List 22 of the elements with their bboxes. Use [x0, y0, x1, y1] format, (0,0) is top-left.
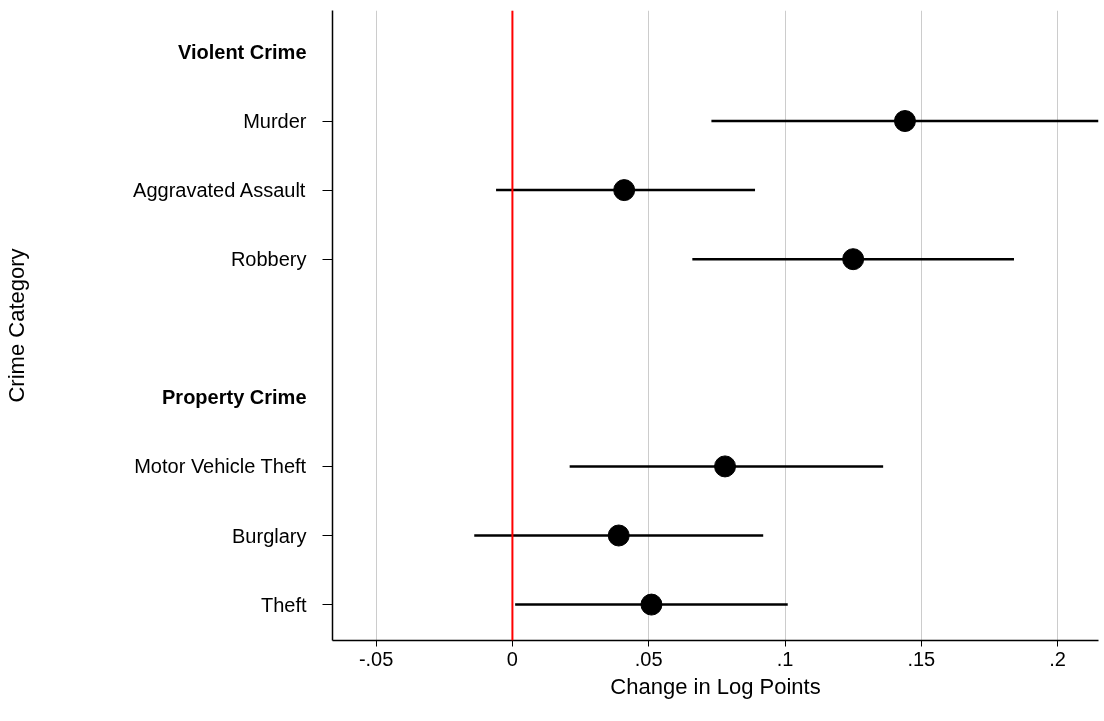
x-tick-label: .05 — [634, 647, 663, 670]
x-tick-label: .1 — [776, 647, 794, 670]
x-tick-label: .15 — [907, 647, 936, 670]
y-axis-title: Crime Category — [3, 248, 29, 403]
point — [893, 110, 916, 133]
y-tick-label: Motor Vehicle Theft — [134, 455, 307, 478]
y-tick-label: Robbery — [230, 248, 307, 271]
x-tick-label: 0 — [506, 647, 518, 670]
y-tick-label: Aggravated Assault — [133, 179, 306, 202]
point — [640, 593, 663, 616]
y-tick-label: Violent Crime — [177, 40, 307, 63]
y-tick-label: Murder — [243, 110, 307, 133]
point — [607, 524, 630, 547]
x-tick-label: .2 — [1049, 647, 1066, 670]
x-tick-label: -.05 — [358, 647, 394, 670]
point — [714, 455, 737, 478]
point — [613, 179, 636, 202]
y-tick-label: Theft — [260, 593, 307, 616]
x-axis-title: Change in Log Points — [610, 673, 821, 699]
point — [842, 248, 865, 271]
y-tick-label: Burglary — [232, 524, 307, 547]
y-tick-label: Property Crime — [162, 386, 307, 409]
